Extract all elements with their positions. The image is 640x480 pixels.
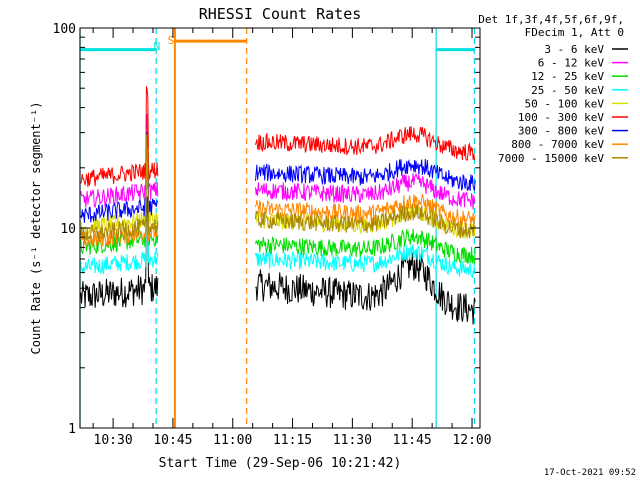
series-line bbox=[255, 244, 476, 279]
series-line bbox=[80, 113, 159, 209]
series-group bbox=[80, 86, 476, 325]
legend-entry-label: 300 - 800 keV bbox=[518, 125, 604, 138]
legend-entry-label: 12 - 25 keV bbox=[531, 70, 604, 83]
legend-entry-label: 7000 - 15000 keV bbox=[498, 152, 604, 165]
x-tick-label: 11:30 bbox=[333, 433, 372, 448]
y-axis-label: Count Rate (s⁻¹ detector segment⁻¹) bbox=[29, 102, 43, 355]
x-tick-label: 11:45 bbox=[393, 433, 432, 448]
legend-entry-label: 25 - 50 keV bbox=[531, 84, 604, 97]
legend-header: FDecim 1, Att 0 bbox=[525, 26, 624, 39]
legend-entry-label: 3 - 6 keV bbox=[544, 43, 604, 56]
series-line bbox=[255, 158, 476, 192]
series-line bbox=[80, 166, 159, 275]
x-axis-label: Start Time (29-Sep-06 10:21:42) bbox=[159, 456, 402, 471]
date-stamp: 17-Oct-2021 09:52 bbox=[544, 468, 636, 478]
series-line bbox=[80, 196, 159, 308]
series-line bbox=[255, 125, 476, 161]
axes: 10:30 10:45 11:00 11:15 11:30 11:45 12:00 1 10 10… bbox=[53, 22, 492, 448]
legend-entry-label: 50 - 100 keV bbox=[525, 97, 605, 110]
series-line bbox=[80, 131, 159, 223]
marker-label-n: N bbox=[154, 40, 161, 53]
legend-header: Det 1f,3f,4f,5f,6f,9f, bbox=[478, 13, 624, 26]
series-line bbox=[255, 228, 476, 264]
legend-entry-label: 6 - 12 keV bbox=[538, 57, 605, 70]
series-line bbox=[255, 193, 476, 228]
legend: Det 1f,3f,4f,5f,6f,9f,FDecim 1, Att 0 3 -… bbox=[478, 13, 628, 165]
legend-entry-label: 800 - 7000 keV bbox=[511, 138, 604, 151]
x-tick-label: 10:30 bbox=[94, 433, 133, 448]
x-tick-label: 10:45 bbox=[153, 433, 192, 448]
series-line bbox=[80, 86, 159, 188]
y-tick-label: 1 bbox=[68, 422, 76, 437]
legend-entry-label: 100 - 300 keV bbox=[518, 111, 604, 124]
y-tick-label: 100 bbox=[53, 22, 76, 37]
x-tick-label: 11:15 bbox=[273, 433, 312, 448]
series-line bbox=[255, 250, 476, 325]
marker-label-s: S bbox=[168, 34, 175, 47]
series-line bbox=[255, 204, 476, 239]
series-line bbox=[255, 203, 476, 239]
series-line bbox=[80, 134, 159, 242]
x-tick-label: 12:00 bbox=[452, 433, 491, 448]
chart-title: RHESSI Count Rates bbox=[199, 5, 362, 23]
x-tick-label: 11:00 bbox=[213, 433, 252, 448]
y-tick-label: 10 bbox=[60, 222, 76, 237]
series-line bbox=[255, 172, 476, 210]
